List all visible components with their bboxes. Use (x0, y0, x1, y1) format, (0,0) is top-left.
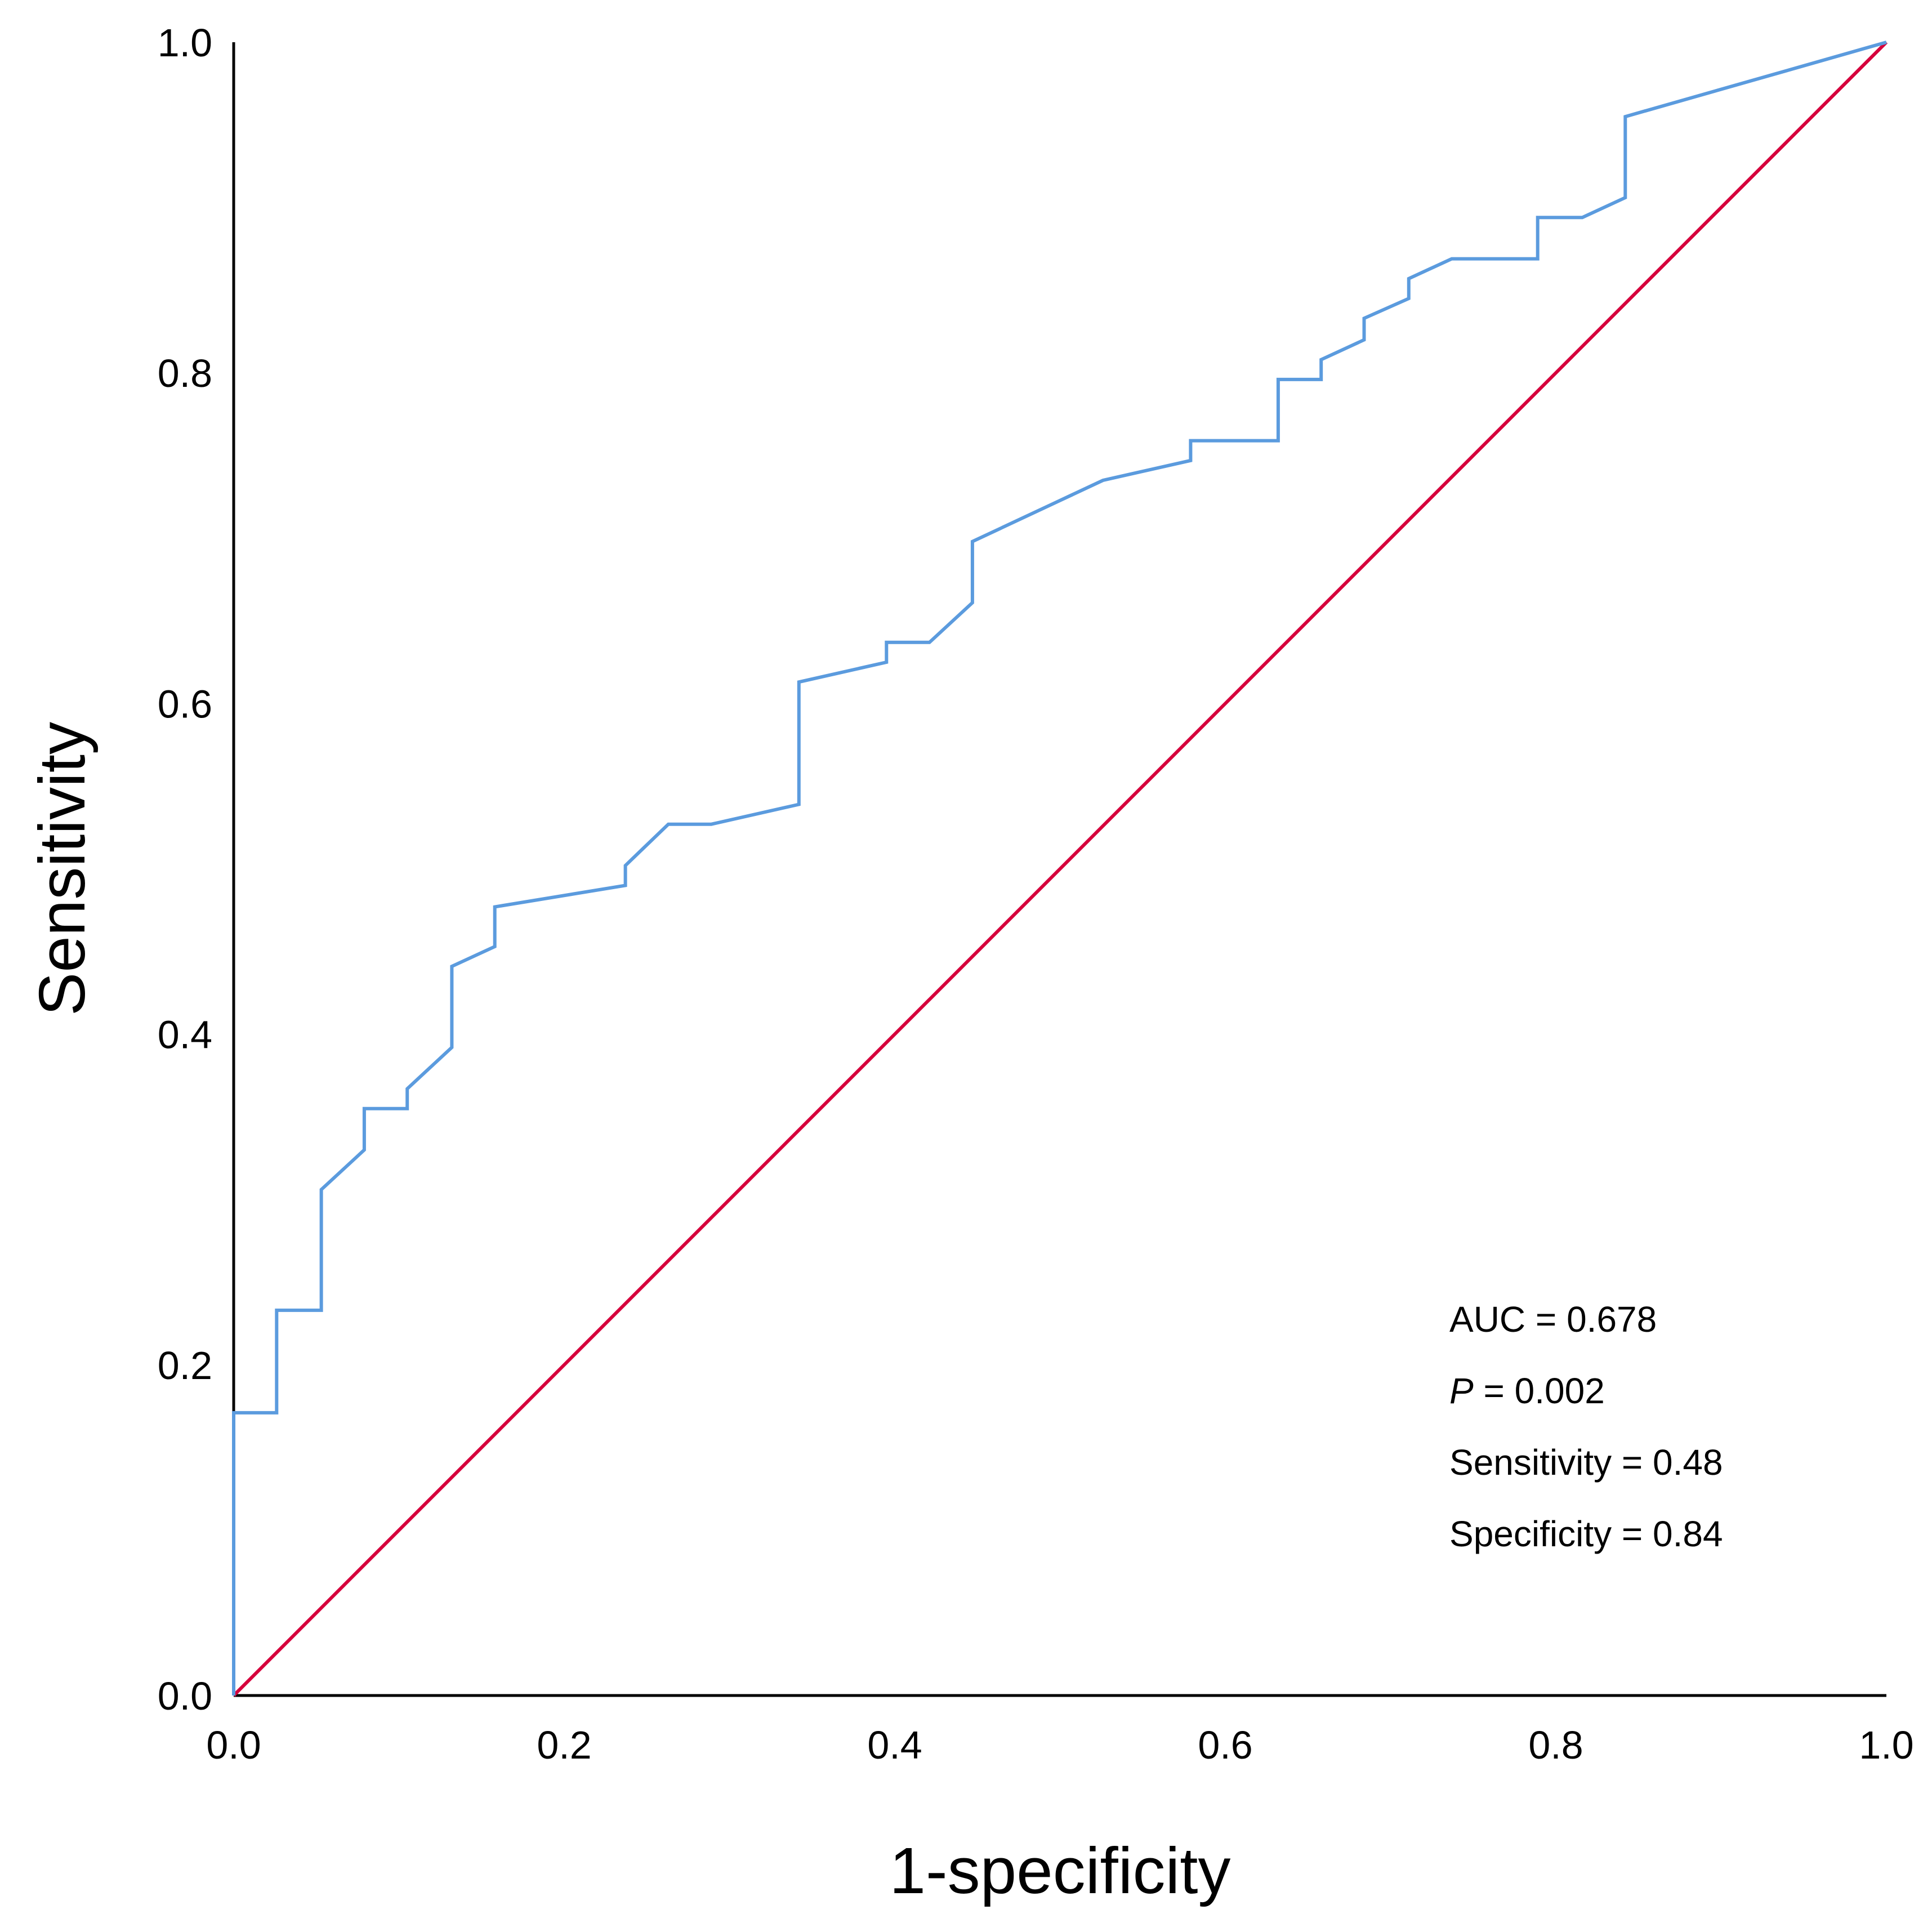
reference-diagonal-line (232, 41, 1888, 1697)
x-tick-label: 0.0 (206, 1723, 261, 1767)
y-axis-title: Sensitivity (25, 722, 99, 1016)
y-tick-label: 0.0 (158, 1674, 212, 1718)
y-tick-label: 0.4 (158, 1013, 212, 1057)
y-tick-label: 1.0 (158, 21, 212, 65)
auc-annotation: AUC = 0.678 (1449, 1299, 1657, 1340)
y-tick-label: 0.8 (158, 351, 212, 395)
y-tick-label: 0.6 (158, 682, 212, 726)
p-value: = 0.002 (1474, 1371, 1605, 1411)
x-tick-label: 0.4 (867, 1723, 922, 1767)
x-axis-ticks: 0.0 0.2 0.4 0.6 0.8 1.0 (206, 1723, 1913, 1767)
x-tick-label: 0.6 (1198, 1723, 1252, 1767)
p-value-annotation: P = 0.002 (1449, 1371, 1605, 1411)
x-tick-label: 1.0 (1859, 1723, 1913, 1767)
x-axis-title: 1-specificity (890, 1834, 1231, 1907)
x-tick-label: 0.2 (537, 1723, 591, 1767)
stats-annotations: AUC = 0.678 P = 0.002 Sensitivity = 0.48… (1449, 1299, 1723, 1554)
series-layer (232, 41, 1888, 1697)
specificity-annotation: Specificity = 0.84 (1449, 1514, 1723, 1554)
roc-curve-line (232, 41, 1887, 1695)
y-axis-ticks: 0.0 0.2 0.4 0.6 0.8 1.0 (158, 21, 212, 1718)
plot-area: 0.0 0.2 0.4 0.6 0.8 1.0 0.0 0.2 0.4 0.6 0.8 1.0 (158, 21, 1914, 1767)
x-tick-label: 0.8 (1528, 1723, 1583, 1767)
sensitivity-annotation: Sensitivity = 0.48 (1449, 1442, 1723, 1483)
p-label: P (1449, 1371, 1474, 1411)
y-tick-label: 0.2 (158, 1344, 212, 1387)
